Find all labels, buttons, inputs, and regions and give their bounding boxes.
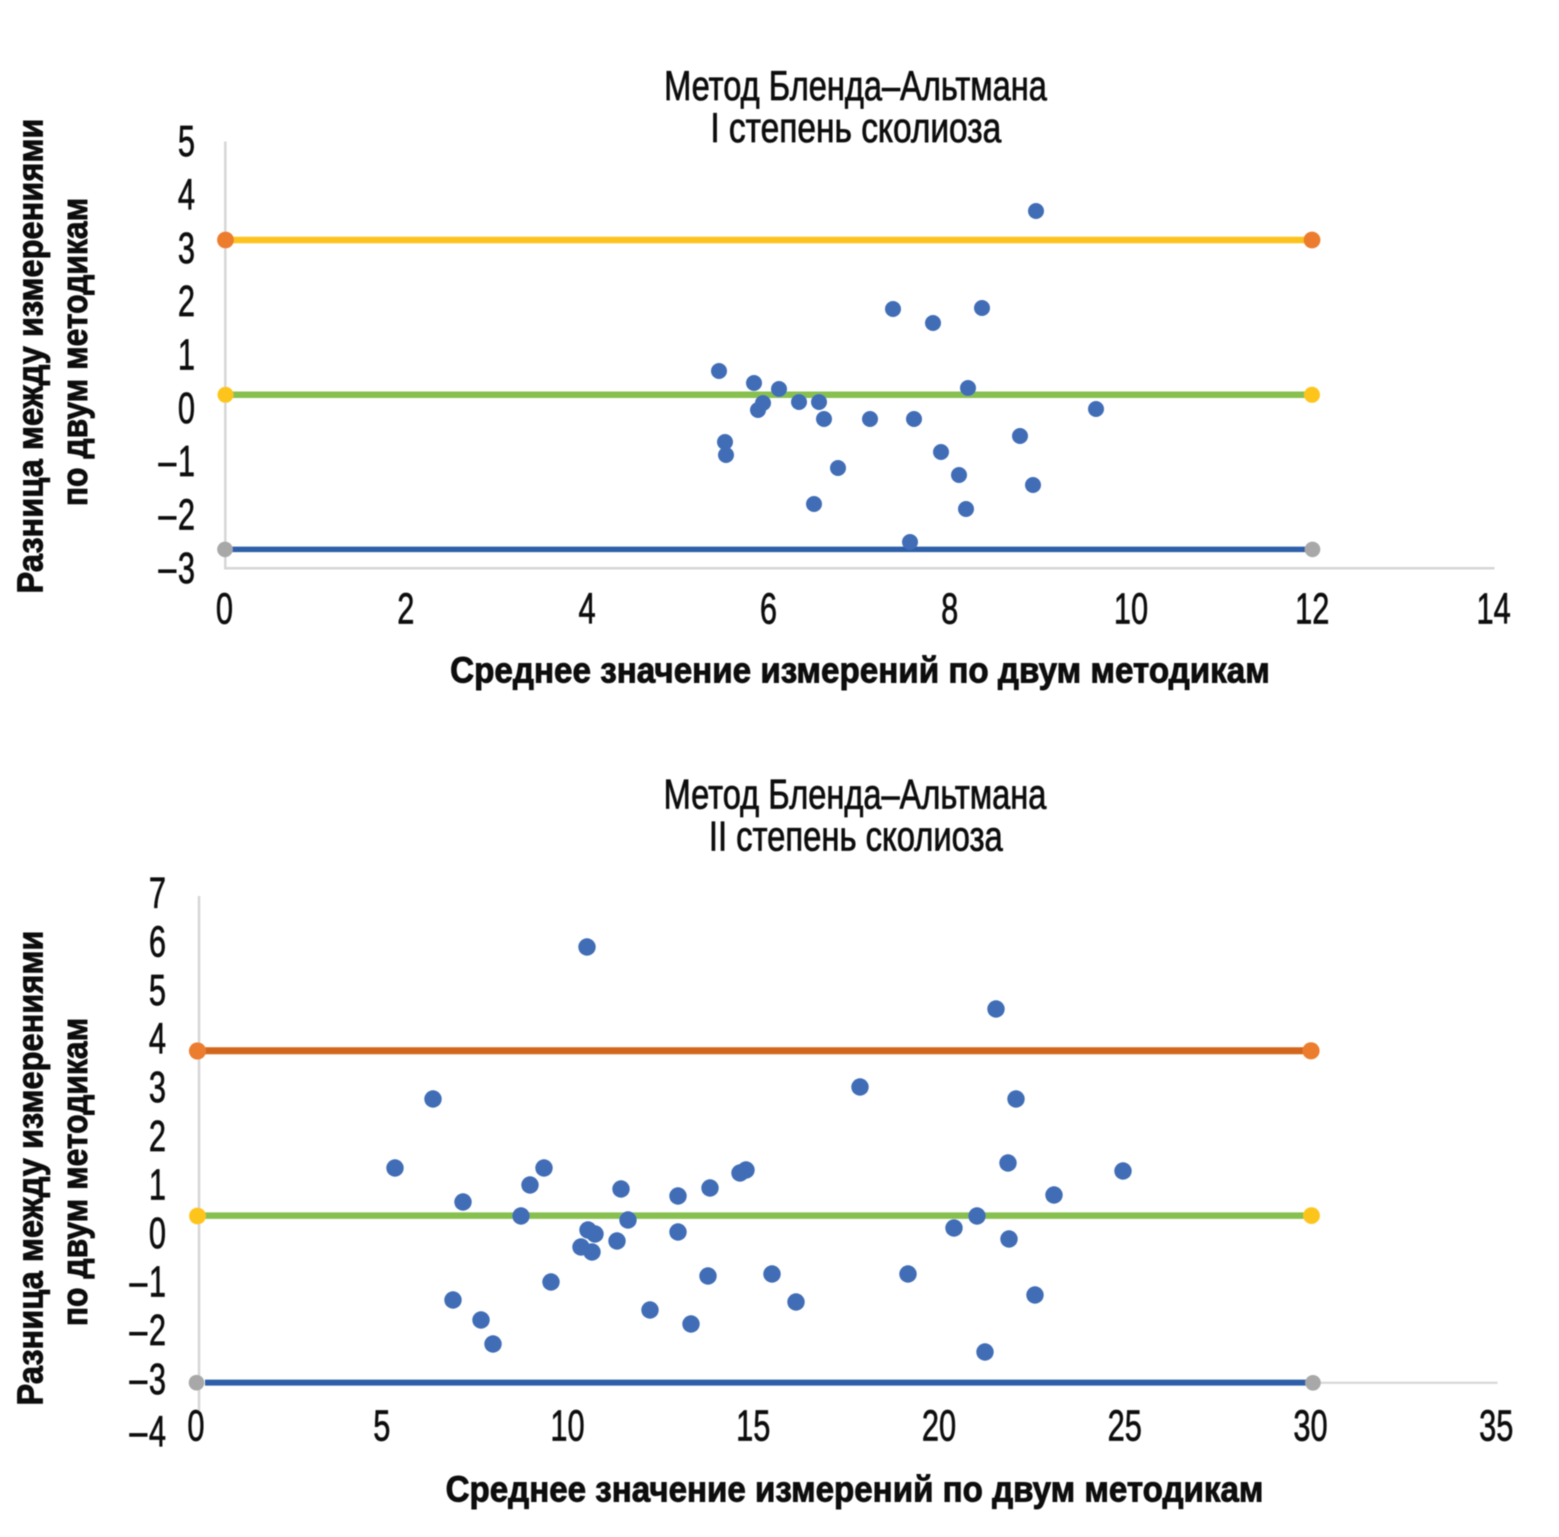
svg-text:по двум методикам: по двум методикам <box>55 198 95 506</box>
svg-text:5: 5 <box>149 967 166 1016</box>
svg-text:2: 2 <box>178 491 195 540</box>
svg-text:по двум методикам: по двум методикам <box>55 1018 95 1326</box>
svg-text:15: 15 <box>736 1402 770 1451</box>
svg-text:Разница между измерениями: Разница между измерениями <box>11 931 51 1406</box>
svg-text:1: 1 <box>149 1161 166 1210</box>
svg-text:10: 10 <box>1114 585 1148 634</box>
svg-text:20: 20 <box>922 1402 956 1451</box>
svg-text:4: 4 <box>579 585 596 634</box>
svg-text:3: 3 <box>178 225 195 274</box>
svg-text:2: 2 <box>397 585 414 634</box>
svg-text:II степень сколиоза: II степень сколиоза <box>709 813 1003 860</box>
svg-text:0: 0 <box>216 585 233 634</box>
svg-text:2: 2 <box>149 1307 166 1356</box>
svg-text:1: 1 <box>178 331 195 380</box>
svg-text:14: 14 <box>1476 585 1510 634</box>
svg-text:25: 25 <box>1108 1402 1142 1451</box>
svg-text:I степень сколиоза: I степень сколиоза <box>710 106 1002 152</box>
svg-text:6: 6 <box>760 585 777 634</box>
svg-text:8: 8 <box>941 585 958 634</box>
svg-text:Метод Бленда–Альтмана: Метод Бленда–Альтмана <box>664 771 1047 818</box>
svg-text:5: 5 <box>373 1402 390 1451</box>
svg-text:1: 1 <box>149 1258 166 1307</box>
svg-text:1: 1 <box>178 438 195 487</box>
svg-text:7: 7 <box>149 870 166 919</box>
svg-text:2: 2 <box>149 1113 166 1162</box>
svg-text:10: 10 <box>550 1402 584 1451</box>
svg-text:0: 0 <box>187 1402 204 1451</box>
svg-text:3: 3 <box>149 1064 166 1113</box>
svg-text:Среднее значение измерений по: Среднее значение измерений по двум метод… <box>450 651 1270 690</box>
svg-text:Метод Бленда–Альтмана: Метод Бленда–Альтмана <box>664 62 1047 109</box>
svg-text:0: 0 <box>149 1210 166 1259</box>
svg-text:35: 35 <box>1479 1402 1513 1451</box>
svg-text:4: 4 <box>178 171 195 220</box>
svg-text:2: 2 <box>178 278 195 327</box>
svg-text:0: 0 <box>178 385 195 434</box>
svg-text:3: 3 <box>178 545 195 594</box>
svg-text:4: 4 <box>149 1015 166 1064</box>
svg-text:5: 5 <box>178 118 195 167</box>
svg-text:30: 30 <box>1293 1402 1327 1451</box>
svg-text:6: 6 <box>149 918 166 967</box>
svg-text:4: 4 <box>149 1408 166 1457</box>
svg-text:12: 12 <box>1295 585 1329 634</box>
svg-text:3: 3 <box>149 1356 166 1405</box>
svg-text:Среднее значение измерений по: Среднее значение измерений по двум метод… <box>446 1470 1264 1510</box>
svg-text:Разница между измерениями: Разница между измерениями <box>11 119 51 594</box>
